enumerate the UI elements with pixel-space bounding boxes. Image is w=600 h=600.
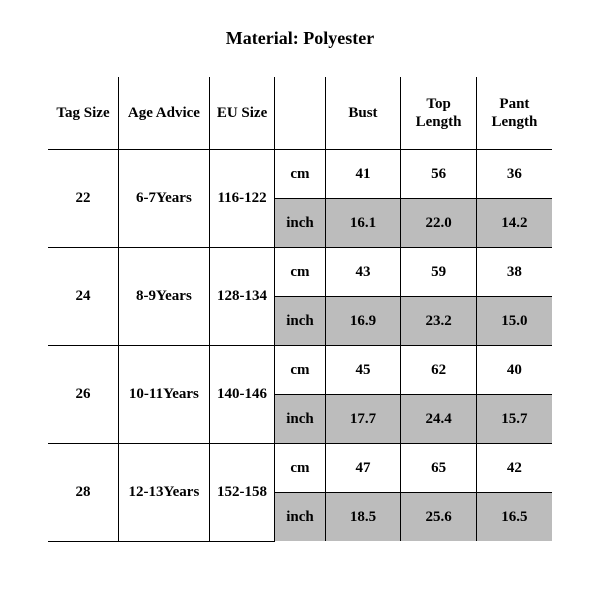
cell-unit-cm: cm: [275, 444, 325, 493]
cell-value: 62: [401, 346, 477, 395]
cell-value: 17.7: [325, 395, 401, 444]
cell-age-advice: 6-7Years: [119, 150, 210, 248]
cell-value: 40: [476, 346, 552, 395]
cell-value: 65: [401, 444, 477, 493]
page-title: Material: Polyester: [48, 28, 552, 49]
cell-unit-inch: inch: [275, 199, 325, 248]
cell-value: 42: [476, 444, 552, 493]
table-header-row: Tag Size Age Advice EU Size Bust TopLeng…: [48, 77, 552, 150]
cell-value: 38: [476, 248, 552, 297]
cell-value: 56: [401, 150, 477, 199]
col-age-advice: Age Advice: [119, 77, 210, 150]
col-bust: Bust: [325, 77, 401, 150]
cell-value: 16.5: [476, 493, 552, 542]
cell-eu-size: 152-158: [209, 444, 275, 542]
cell-unit-cm: cm: [275, 150, 325, 199]
cell-value: 15.7: [476, 395, 552, 444]
cell-value: 59: [401, 248, 477, 297]
cell-value: 36: [476, 150, 552, 199]
cell-unit-cm: cm: [275, 346, 325, 395]
cell-tag-size: 26: [48, 346, 119, 444]
cell-tag-size: 24: [48, 248, 119, 346]
cell-age-advice: 8-9Years: [119, 248, 210, 346]
col-top-length: TopLength: [401, 77, 477, 150]
cell-value: 15.0: [476, 297, 552, 346]
cell-value: 25.6: [401, 493, 477, 542]
cell-eu-size: 140-146: [209, 346, 275, 444]
cell-value: 43: [325, 248, 401, 297]
cell-value: 22.0: [401, 199, 477, 248]
table-row: 226-7Years116-122cm415636: [48, 150, 552, 199]
cell-value: 16.9: [325, 297, 401, 346]
cell-unit-cm: cm: [275, 248, 325, 297]
cell-age-advice: 12-13Years: [119, 444, 210, 542]
cell-value: 14.2: [476, 199, 552, 248]
cell-tag-size: 22: [48, 150, 119, 248]
cell-value: 41: [325, 150, 401, 199]
cell-value: 16.1: [325, 199, 401, 248]
cell-value: 45: [325, 346, 401, 395]
size-chart-table: Tag Size Age Advice EU Size Bust TopLeng…: [48, 77, 552, 542]
table-row: 248-9Years128-134cm435938: [48, 248, 552, 297]
col-pant-length: PantLength: [476, 77, 552, 150]
table-row: 2610-11Years140-146cm456240: [48, 346, 552, 395]
col-eu-size: EU Size: [209, 77, 275, 150]
col-unit: [275, 77, 325, 150]
cell-eu-size: 128-134: [209, 248, 275, 346]
cell-age-advice: 10-11Years: [119, 346, 210, 444]
table-row: 2812-13Years152-158cm476542: [48, 444, 552, 493]
cell-unit-inch: inch: [275, 493, 325, 542]
cell-eu-size: 116-122: [209, 150, 275, 248]
cell-value: 24.4: [401, 395, 477, 444]
cell-value: 47: [325, 444, 401, 493]
cell-value: 18.5: [325, 493, 401, 542]
col-tag-size: Tag Size: [48, 77, 119, 150]
cell-unit-inch: inch: [275, 297, 325, 346]
table-body: 226-7Years116-122cm415636inch16.122.014.…: [48, 150, 552, 542]
cell-value: 23.2: [401, 297, 477, 346]
cell-unit-inch: inch: [275, 395, 325, 444]
cell-tag-size: 28: [48, 444, 119, 542]
